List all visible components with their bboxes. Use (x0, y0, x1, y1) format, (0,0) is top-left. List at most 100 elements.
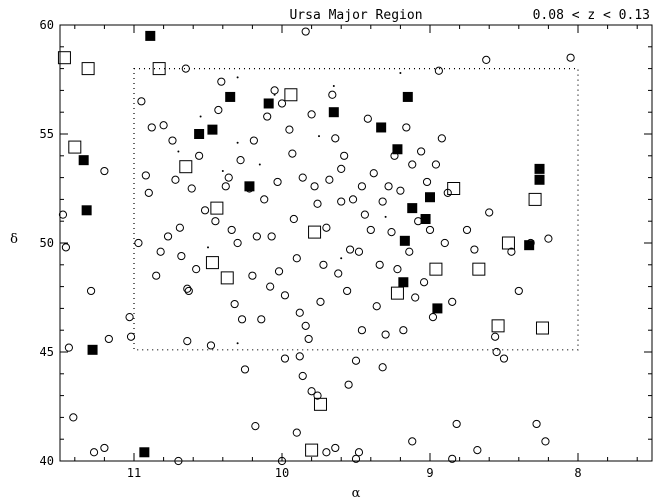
open-circle-point (340, 151, 349, 160)
open-circle-point (260, 195, 269, 204)
open-square-point (491, 319, 505, 333)
open-square-point (313, 397, 327, 411)
open-circle-point (304, 334, 313, 344)
open-circle-point (224, 173, 233, 182)
open-circle-point (125, 313, 134, 322)
open-circle-point (345, 245, 355, 254)
open-circle-point (316, 297, 325, 306)
open-square-point (284, 88, 298, 102)
open-circle-point (200, 206, 210, 215)
open-square-point (205, 256, 219, 270)
open-circle-point (147, 123, 156, 132)
open-circle-point (437, 134, 446, 143)
open-square-point (220, 271, 234, 285)
open-circle-point (541, 437, 550, 446)
open-circle-point (328, 90, 337, 99)
open-circle-point (360, 210, 369, 219)
open-circle-point (292, 254, 301, 263)
open-circle-point (399, 326, 408, 335)
open-circle-point (104, 334, 113, 344)
open-circle-point (277, 99, 287, 108)
open-circle-point (440, 238, 449, 248)
open-circle-point (177, 251, 186, 261)
filled-square-point (425, 192, 435, 203)
open-circle-point (334, 269, 343, 278)
filled-square-point (244, 181, 255, 192)
open-circle-point (192, 265, 201, 274)
open-square-point (528, 192, 542, 206)
open-square-point (81, 62, 95, 76)
open-circle-point (141, 171, 150, 180)
open-circle-point (425, 225, 435, 235)
open-circle-point (211, 217, 220, 226)
open-circle-point (252, 232, 261, 241)
dot-point (199, 115, 202, 118)
open-square-point (179, 160, 193, 174)
open-circle-point (348, 195, 358, 204)
open-circle-point (402, 123, 411, 132)
axis-tick-labels: 11 10 9 8 40 45 50 55 60 (40, 18, 582, 480)
open-circle-point (89, 448, 99, 457)
x-tick-label: 10 (275, 466, 289, 480)
dot-point (340, 257, 343, 260)
open-circle-point (134, 238, 143, 248)
open-circle-point (274, 267, 284, 276)
open-circle-point (482, 55, 491, 64)
open-circle-point (257, 315, 266, 324)
open-circle-point (337, 197, 346, 206)
open-circle-point (230, 299, 239, 309)
open-circle-point (514, 286, 523, 296)
open-square-point (308, 225, 322, 239)
open-circle-point (251, 422, 260, 431)
open-circle-point (64, 343, 73, 352)
open-circle-point (357, 326, 367, 335)
open-circle-point (375, 260, 384, 269)
filled-square-point (524, 240, 535, 251)
open-circle-point (354, 247, 364, 256)
open-circle-point (267, 232, 276, 241)
open-circle-point (499, 354, 509, 363)
filled-square-point (78, 155, 89, 166)
open-circle-point (396, 186, 405, 195)
open-circle-point (428, 313, 438, 322)
filled-square-point (225, 91, 236, 102)
open-circle-point (301, 321, 310, 330)
open-circle-point (492, 347, 501, 357)
open-circle-point (266, 282, 275, 291)
open-circle-point (152, 271, 161, 280)
filled-square-point (376, 122, 387, 133)
open-circle-point (337, 164, 346, 173)
open-circle-point (408, 437, 417, 446)
open-circle-point (168, 136, 177, 145)
open-circle-point (387, 228, 396, 237)
open-circle-point (325, 175, 334, 184)
open-circle-point (248, 271, 257, 280)
open-circle-point (217, 77, 226, 86)
filled-square-point (207, 124, 218, 135)
open-circle-point (277, 456, 287, 466)
open-circle-point (381, 330, 390, 339)
open-circle-point (295, 352, 304, 361)
open-circle-point (163, 232, 173, 241)
plot-frame (59, 24, 653, 462)
chart-title: Ursa Major Region (289, 8, 422, 23)
filled-square-point (407, 203, 418, 214)
filled-square-point (81, 205, 92, 216)
open-square-point (447, 182, 461, 195)
open-circle-point (419, 278, 429, 287)
open-circle-point (322, 448, 331, 457)
open-circle-point (144, 188, 153, 197)
open-square-point (152, 62, 166, 76)
open-circle-point (298, 173, 307, 182)
open-circle-point (470, 245, 479, 254)
open-circle-point (351, 356, 361, 365)
open-circle-point (491, 332, 500, 341)
open-circle-point (187, 184, 196, 193)
open-circle-point (431, 160, 441, 169)
dot-point (318, 135, 320, 138)
open-circle-point (249, 136, 258, 145)
x-tick-label: 9 (426, 466, 433, 480)
filled-square-point (328, 107, 339, 118)
filled-square-point (194, 129, 205, 139)
